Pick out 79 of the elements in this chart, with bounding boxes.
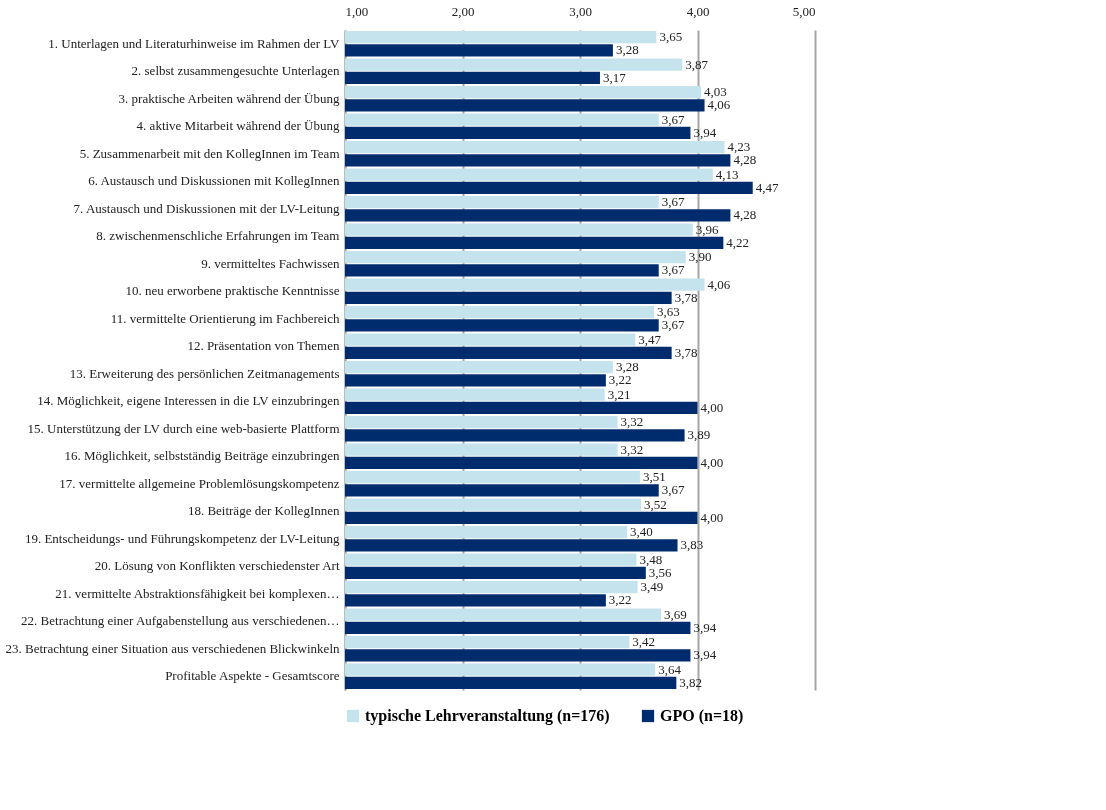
data-label: 3,96 [695, 221, 720, 237]
data-label: 3,49 [640, 579, 664, 595]
data-label: 3,83 [680, 537, 704, 553]
data-label: 3,40 [630, 524, 653, 540]
data-label: 4,47 [755, 179, 779, 195]
y-tick-label: 17. vermittelte allgemeine Problemlösungskompetenz [59, 475, 340, 491]
y-tick-label: 20. Lösung von Konflikten verschiedenster Art [94, 558, 340, 574]
y-tick-label: 16. Möglichkeit, selbstständig Beiträge einzubringen [64, 448, 340, 464]
data-label: 3,67 [661, 262, 685, 278]
data-label: 3,47 [638, 331, 662, 347]
data-label: 3,22 [608, 592, 632, 608]
data-label: 3,82 [679, 674, 703, 690]
data-label: 3,78 [674, 344, 698, 360]
data-label: 4,22 [726, 234, 750, 250]
data-label: 4,00 [700, 399, 724, 415]
data-label: 3,42 [632, 634, 656, 650]
y-tick-label: 18. Beiträge der KollegInnen [187, 503, 340, 519]
data-label: 3,89 [687, 427, 711, 443]
data-label: 3,94 [693, 124, 717, 140]
data-label: 3,63 [657, 304, 680, 320]
x-tick-label: 1,00 [345, 3, 369, 19]
data-label: 4,00 [700, 454, 724, 470]
y-tick-label: 9. vermitteltes Fachwissen [201, 255, 340, 271]
y-tick-label: 15. Unterstützung der LV durch eine web-basierte Plattform [27, 420, 340, 436]
data-label: 3,51 [642, 469, 666, 485]
y-tick-label: 4. aktive Mitarbeit während der Übung [136, 118, 340, 134]
data-label: 4,23 [727, 139, 751, 155]
legend-label: typische Lehrveranstaltung (n=176) [365, 707, 610, 725]
data-label: 3,48 [639, 551, 663, 567]
y-tick-label: 2. selbst zusammengesuchte Unterlagen [131, 63, 340, 79]
y-tick-label: 3. praktische Arbeiten während der Übung [118, 90, 340, 106]
data-label: 3,67 [661, 482, 685, 498]
data-label: 3,65 [659, 29, 683, 45]
data-label: 3,32 [620, 441, 644, 457]
data-label: 3,87 [685, 56, 709, 72]
y-tick-label: 13. Erweiterung des persönlichen Zeitmanagements [69, 365, 340, 381]
y-tick-label: 8. zwischenmenschliche Erfahrungen im Team [96, 228, 340, 244]
y-tick-label: 21. vermittelte Abstraktionsfähigkeit bei komplexen… [55, 585, 340, 601]
y-tick-label: 7. Austausch und Diskussionen mit der LV-Leitung [73, 200, 340, 216]
data-label: 4,06 [707, 276, 731, 292]
data-label: 3,94 [693, 619, 717, 635]
y-tick-label: 6. Austausch und Diskussionen mit KollegInnen [88, 173, 340, 189]
data-label: 3,56 [648, 564, 673, 580]
data-label: 3,67 [661, 317, 685, 333]
data-label: 3,28 [615, 359, 639, 375]
data-label: 3,78 [674, 289, 698, 305]
data-label: 3,67 [661, 194, 685, 210]
y-tick-label: 12. Präsentation von Themen [187, 338, 340, 354]
data-label: 3,69 [664, 606, 687, 622]
data-label: 3,94 [693, 647, 717, 663]
data-label: 4,06 [707, 97, 731, 113]
data-label: 3,32 [620, 414, 644, 430]
y-tick-label: 5. Zusammenarbeit mit den KollegInnen im Team [79, 145, 340, 161]
y-tick-label: 11. vermittelte Orientierung im Fachbereich [110, 310, 340, 326]
data-label: 3,67 [661, 111, 685, 127]
y-tick-label: Profitable Aspekte - Gesamtscore [165, 668, 340, 684]
data-label: 4,28 [733, 152, 757, 168]
data-label: 4,28 [733, 207, 757, 223]
y-tick-label: 19. Entscheidungs- und Führungskompetenz der LV-Leitung [24, 530, 340, 546]
y-tick-label: 22. Betrachtung einer Aufgabenstellung aus verschiedenen… [21, 613, 340, 629]
x-tick-label: 5,00 [792, 3, 816, 19]
data-label: 3,28 [615, 42, 639, 58]
x-tick-label: 4,00 [686, 3, 710, 19]
data-label: 3,52 [644, 496, 667, 512]
data-label: 3,64 [658, 661, 682, 677]
data-label: 4,13 [715, 166, 739, 182]
y-tick-label: 1. Unterlagen und Literaturhinweise im Rahmen der LV [48, 35, 341, 51]
data-label: 4,03 [704, 84, 727, 100]
x-tick-label: 2,00 [451, 3, 475, 19]
y-tick-label: 23. Betrachtung einer Situation aus verschiedenen Blickwinkeln [5, 640, 340, 656]
x-tick-label: 3,00 [569, 3, 592, 19]
data-label: 3,90 [688, 249, 712, 265]
data-label: 3,22 [608, 372, 632, 388]
data-label: 4,00 [700, 509, 724, 525]
data-label: 3,21 [607, 386, 631, 402]
y-tick-label: 10. neu erworbene praktische Kenntnisse [125, 283, 340, 299]
data-label: 3,17 [602, 69, 627, 85]
legend-label: GPO (n=18) [660, 707, 744, 725]
y-tick-label: 14. Möglichkeit, eigene Interessen in die LV einzubringen [37, 393, 340, 409]
